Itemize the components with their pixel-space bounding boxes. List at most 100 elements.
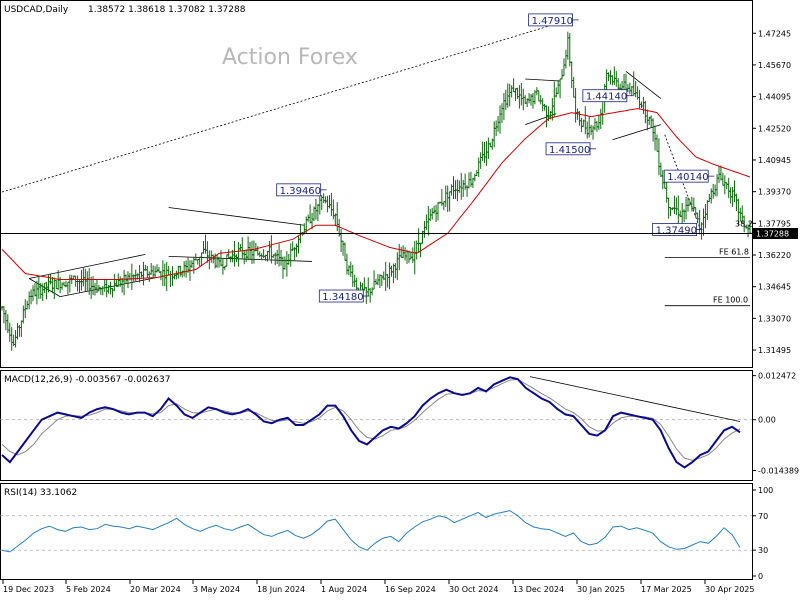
ohlc-header: 1.38572 1.38618 1.37082 1.37288 [88, 5, 246, 15]
time-tick-label: 13 Dec 2024 [513, 585, 564, 594]
rsi-frame [0, 483, 753, 580]
price-bar [21, 305, 25, 324]
price-bar [252, 240, 256, 264]
price-tick-label: 1.31495 [758, 346, 791, 355]
price-bar [126, 271, 130, 289]
price-bar [31, 285, 35, 302]
price-bar [324, 196, 328, 204]
price-bar [45, 281, 49, 300]
callout: 1.39460 [276, 183, 327, 197]
callout-label: 1.34180 [322, 292, 363, 303]
price-bar [696, 212, 700, 224]
price-bar [667, 197, 671, 219]
price-bar [446, 185, 450, 212]
price-bar [486, 137, 490, 159]
fib-levels: 38.2 FE 61.8 FE 100.0 [664, 219, 753, 307]
price-bar [343, 242, 347, 261]
time-tick-label: 30 Oct 2024 [449, 585, 498, 594]
price-bar [421, 230, 425, 244]
time-tick-label: 30 Jan 2025 [577, 585, 625, 594]
price-bar [283, 256, 287, 270]
callout: 1.47910 [528, 13, 579, 27]
price-callouts: 1.47910 1.39460 1.34180 1.41500 1.44140 1.401… [276, 13, 715, 303]
price-bar [657, 138, 661, 176]
price-bar [258, 251, 262, 258]
price-bar [155, 264, 159, 273]
time-tick-label: 18 Jun 2024 [257, 585, 305, 594]
macd-tick-label: 0.00 [758, 416, 776, 425]
price-bar [60, 282, 64, 290]
trendlines [1, 18, 700, 298]
price-bar [176, 265, 180, 279]
price-tick-label: 1.47245 [758, 29, 791, 38]
price-bar [729, 187, 733, 204]
price-bar [703, 203, 707, 229]
price-bar [327, 195, 331, 209]
price-bar [169, 270, 173, 288]
rsi-tick-label: 0 [758, 572, 763, 581]
macd-panel: 0.012472 0.00 -0.014389 MACD(12,26,9) -0.0… [0, 370, 799, 481]
price-bar [442, 201, 446, 211]
price-bar [314, 198, 318, 220]
price-bar [318, 194, 322, 215]
triangle-upper [168, 207, 305, 226]
price-bar [422, 220, 426, 238]
price-bar [552, 81, 556, 118]
price-bar [27, 291, 31, 310]
price-bar [519, 82, 523, 106]
price-bar [639, 101, 643, 109]
price-bar [459, 172, 463, 200]
price-bar [333, 213, 337, 227]
price-bar [481, 141, 485, 161]
price-bar [713, 184, 717, 197]
price-bar [112, 273, 116, 292]
macd-title: MACD(12,26,9) -0.003567 -0.002637 [4, 375, 170, 385]
price-bar [79, 269, 83, 291]
price-bar [372, 270, 376, 290]
price-bar [378, 274, 382, 289]
triangle-lower [168, 256, 313, 262]
price-bar [147, 271, 151, 282]
price-bar [76, 275, 80, 292]
price-bar [196, 259, 200, 265]
price-bar [101, 285, 105, 296]
price-bar [221, 258, 225, 275]
price-bar [273, 252, 277, 266]
price-bar [145, 266, 149, 279]
price-bar [275, 249, 279, 264]
macd-axis: 0.012472 0.00 -0.014389 [0, 372, 799, 476]
price-bar [690, 196, 694, 212]
price-bar [368, 288, 372, 303]
price-axis: 1.47245 1.45670 1.44095 1.42520 1.40945 1.393… [752, 29, 791, 355]
current-price-box [753, 228, 798, 240]
price-bar [200, 252, 204, 266]
rsi-tick-label: 100 [758, 486, 773, 495]
price-tick-label: 1.45670 [758, 61, 791, 70]
price-bar [599, 108, 603, 129]
callout-label: 1.37490 [656, 225, 697, 236]
rsi-line [1, 510, 741, 553]
price-bar [612, 66, 616, 85]
price-bar [692, 197, 696, 211]
price-bar [19, 320, 23, 337]
flag-upper [525, 78, 561, 82]
price-bar [502, 93, 506, 120]
macd-frame [0, 370, 753, 481]
price-bar [10, 327, 14, 351]
price-bar [465, 185, 469, 197]
price-bar [508, 83, 512, 107]
price-bar [614, 70, 618, 87]
price-bar [322, 193, 326, 204]
price-bar [628, 82, 632, 95]
price-bar [517, 85, 521, 109]
price-bar [587, 116, 591, 138]
price-bar [141, 261, 145, 286]
price-bar [674, 197, 678, 215]
price-bar [157, 267, 161, 273]
price-bar [452, 176, 456, 199]
price-bar [483, 142, 487, 164]
price-bar [35, 280, 39, 305]
price-bar [694, 207, 698, 218]
price-bar [653, 125, 657, 151]
